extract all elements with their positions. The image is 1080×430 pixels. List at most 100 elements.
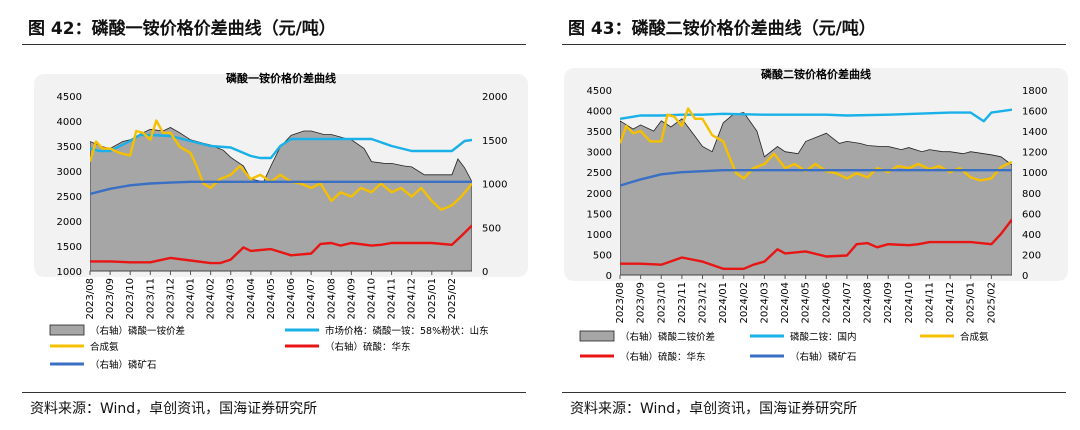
- series-sulfuric-line: [620, 218, 1012, 270]
- legend-swatch-spread: [579, 330, 615, 342]
- right-y-tick-label: 0: [1022, 271, 1028, 282]
- x-tick-label: 2024/02: [739, 282, 750, 324]
- x-tick-label: 2024/06: [821, 282, 832, 324]
- left-y-tick-label: 3000: [57, 167, 82, 178]
- legend-label-sulfuric: （右轴）硫酸：华东: [620, 351, 706, 363]
- legend-label-rock: （右轴）磷矿石: [790, 351, 857, 363]
- right-y-tick-label: 1600: [1022, 107, 1047, 118]
- x-tick-label: 2024/04: [780, 282, 791, 324]
- right-y-tick-label: 400: [1022, 230, 1041, 241]
- figure-42-chart: 磷酸一铵价格价差曲线 1000 1500 2000 2500 3000 3500 4000 45…: [34, 71, 528, 371]
- figure-43-chart: 磷酸二铵价格价差曲线050010001500200025003000350040…: [564, 67, 1068, 363]
- figure-42-top-rule: [22, 44, 526, 45]
- left-y-tick-label: 2500: [587, 168, 612, 179]
- chart-title: 磷酸二铵价格价差曲线: [761, 67, 871, 81]
- figure-43-bottom-rule: [562, 392, 1066, 393]
- figure-43-top-rule: [562, 44, 1066, 45]
- x-tick-label: 2023/12: [165, 278, 176, 320]
- series-sulfuric-line: [90, 224, 472, 265]
- left-y-tick-label: 4000: [587, 107, 612, 118]
- left-y-tick-label: 1000: [587, 230, 612, 241]
- legend-label-spread: （右轴）磷酸二铵价差: [620, 331, 715, 343]
- x-tick-label: 2024/11: [387, 278, 398, 320]
- right-y-tick-label: 1200: [1022, 148, 1047, 159]
- x-tick-label: 2023/08: [85, 278, 96, 320]
- figure-43-source: 资料来源：Wind，卓创资讯，国海证券研究所: [570, 401, 858, 417]
- x-tick-label: 2024/12: [945, 282, 956, 324]
- x-tick-label: 2023/09: [105, 278, 116, 320]
- left-y-tick-label: 2000: [587, 189, 612, 200]
- legend-label-market: 市场价格：磷酸一铵：58%粉状：山东: [325, 325, 489, 337]
- left-y-tick-label: 0: [606, 271, 612, 282]
- x-tick-label: 2024/07: [306, 278, 317, 320]
- x-tick-label: 2024/12: [407, 278, 418, 320]
- x-tick-label: 2024/03: [226, 278, 237, 320]
- right-y-tick-label: 800: [1022, 189, 1041, 200]
- left-y-tick-label: 500: [593, 250, 612, 261]
- x-tick-label: 2023/11: [145, 278, 156, 320]
- x-tick-label: 2023/10: [125, 278, 136, 320]
- x-tick-label: 2024/10: [904, 282, 915, 324]
- right-y-tick-label: 1400: [1022, 127, 1047, 138]
- x-tick-label: 2025/02: [986, 282, 997, 324]
- series-ammonia-line: [90, 119, 472, 211]
- series-rock-line: [620, 169, 1012, 187]
- figure-42-title: 图 42：磷酸一铵价格价差曲线（元/吨）: [28, 19, 336, 39]
- legend-label-spread: （右轴）磷酸一铵价差: [90, 325, 185, 337]
- legend-label-rock: （右轴）磷矿石: [90, 359, 157, 371]
- left-y-tick-label: 4500: [57, 92, 82, 103]
- x-tick-label: 2024/08: [326, 278, 337, 320]
- x-tick-label: 2025/01: [966, 282, 977, 324]
- legend-label-ammonia: 合成氨: [960, 331, 989, 343]
- series-market-line: [90, 133, 472, 160]
- right-y-tick-label: 1800: [1022, 86, 1047, 97]
- x-tick-label: 2024/08: [863, 282, 874, 324]
- right-y-tick-label: 1000: [482, 180, 507, 191]
- right-y-tick-label: 600: [1022, 209, 1041, 220]
- x-tick-label: 2024/09: [346, 278, 357, 320]
- x-tick-label: 2023/12: [698, 282, 709, 324]
- series-rock-line: [90, 180, 472, 196]
- x-tick-label: 2023/08: [615, 282, 626, 324]
- figure-43-panel: 图 43：磷酸二铵价格价差曲线（元/吨） 磷酸二铵价格价差曲线 0 500 1000 1…: [540, 0, 1080, 430]
- x-tick-label: 2024/09: [883, 282, 894, 324]
- left-y-tick-label: 2500: [57, 192, 82, 203]
- figure-42-bottom-rule: [22, 392, 526, 393]
- x-tick-label: 2024/05: [266, 278, 277, 320]
- x-tick-label: 2024/05: [801, 282, 812, 324]
- right-y-tick-label: 1000: [1022, 168, 1047, 179]
- left-y-tick-label: 1500: [57, 242, 82, 253]
- x-tick-label: 2023/10: [656, 282, 667, 324]
- right-y-tick-label: 200: [1022, 250, 1041, 261]
- x-tick-label: 2024/01: [186, 278, 197, 320]
- left-y-tick-label: 4000: [57, 117, 82, 128]
- right-y-tick-label: 0: [482, 267, 488, 278]
- left-y-tick-label: 2000: [57, 217, 82, 228]
- x-tick-label: 2023/09: [636, 282, 647, 324]
- left-y-tick-label: 1500: [587, 209, 612, 220]
- left-y-tick-label: 4500: [587, 86, 612, 97]
- left-y-tick-label: 3000: [587, 148, 612, 159]
- x-tick-label: 2024/02: [206, 278, 217, 320]
- left-y-tick-label: 1000: [57, 267, 82, 278]
- left-y-tick-label: 3500: [587, 127, 612, 138]
- x-tick-label: 2024/06: [286, 278, 297, 320]
- x-tick-label: 2024/10: [366, 278, 377, 320]
- x-tick-label: 2024/07: [842, 282, 853, 324]
- x-tick-label: 2024/11: [924, 282, 935, 324]
- x-tick-label: 2025/02: [447, 278, 458, 320]
- series-ammonia-line: [620, 107, 1012, 182]
- x-tick-label: 2024/04: [246, 278, 257, 320]
- x-tick-label: 2023/11: [677, 282, 688, 324]
- legend-label-ammonia: 合成氨: [90, 341, 119, 353]
- legend-label-sulfuric: （右轴）硫酸：华东: [325, 341, 411, 353]
- x-tick-label: 2025/01: [427, 278, 438, 320]
- legend-label-market: 磷酸二铵：国内: [790, 331, 857, 343]
- left-y-tick-label: 3500: [57, 142, 82, 153]
- figure-42-source: 资料来源：Wind，卓创资讯，国海证券研究所: [30, 401, 318, 417]
- x-tick-label: 2024/03: [759, 282, 770, 324]
- figure-43-title: 图 43：磷酸二铵价格价差曲线（元/吨）: [568, 19, 876, 39]
- right-y-tick-label: 1500: [482, 136, 507, 147]
- series-spread-area: [90, 127, 472, 271]
- figure-42-panel: 图 42：磷酸一铵价格价差曲线（元/吨） 磷酸一铵价格价差曲线 1000 1500 2…: [22, 19, 528, 417]
